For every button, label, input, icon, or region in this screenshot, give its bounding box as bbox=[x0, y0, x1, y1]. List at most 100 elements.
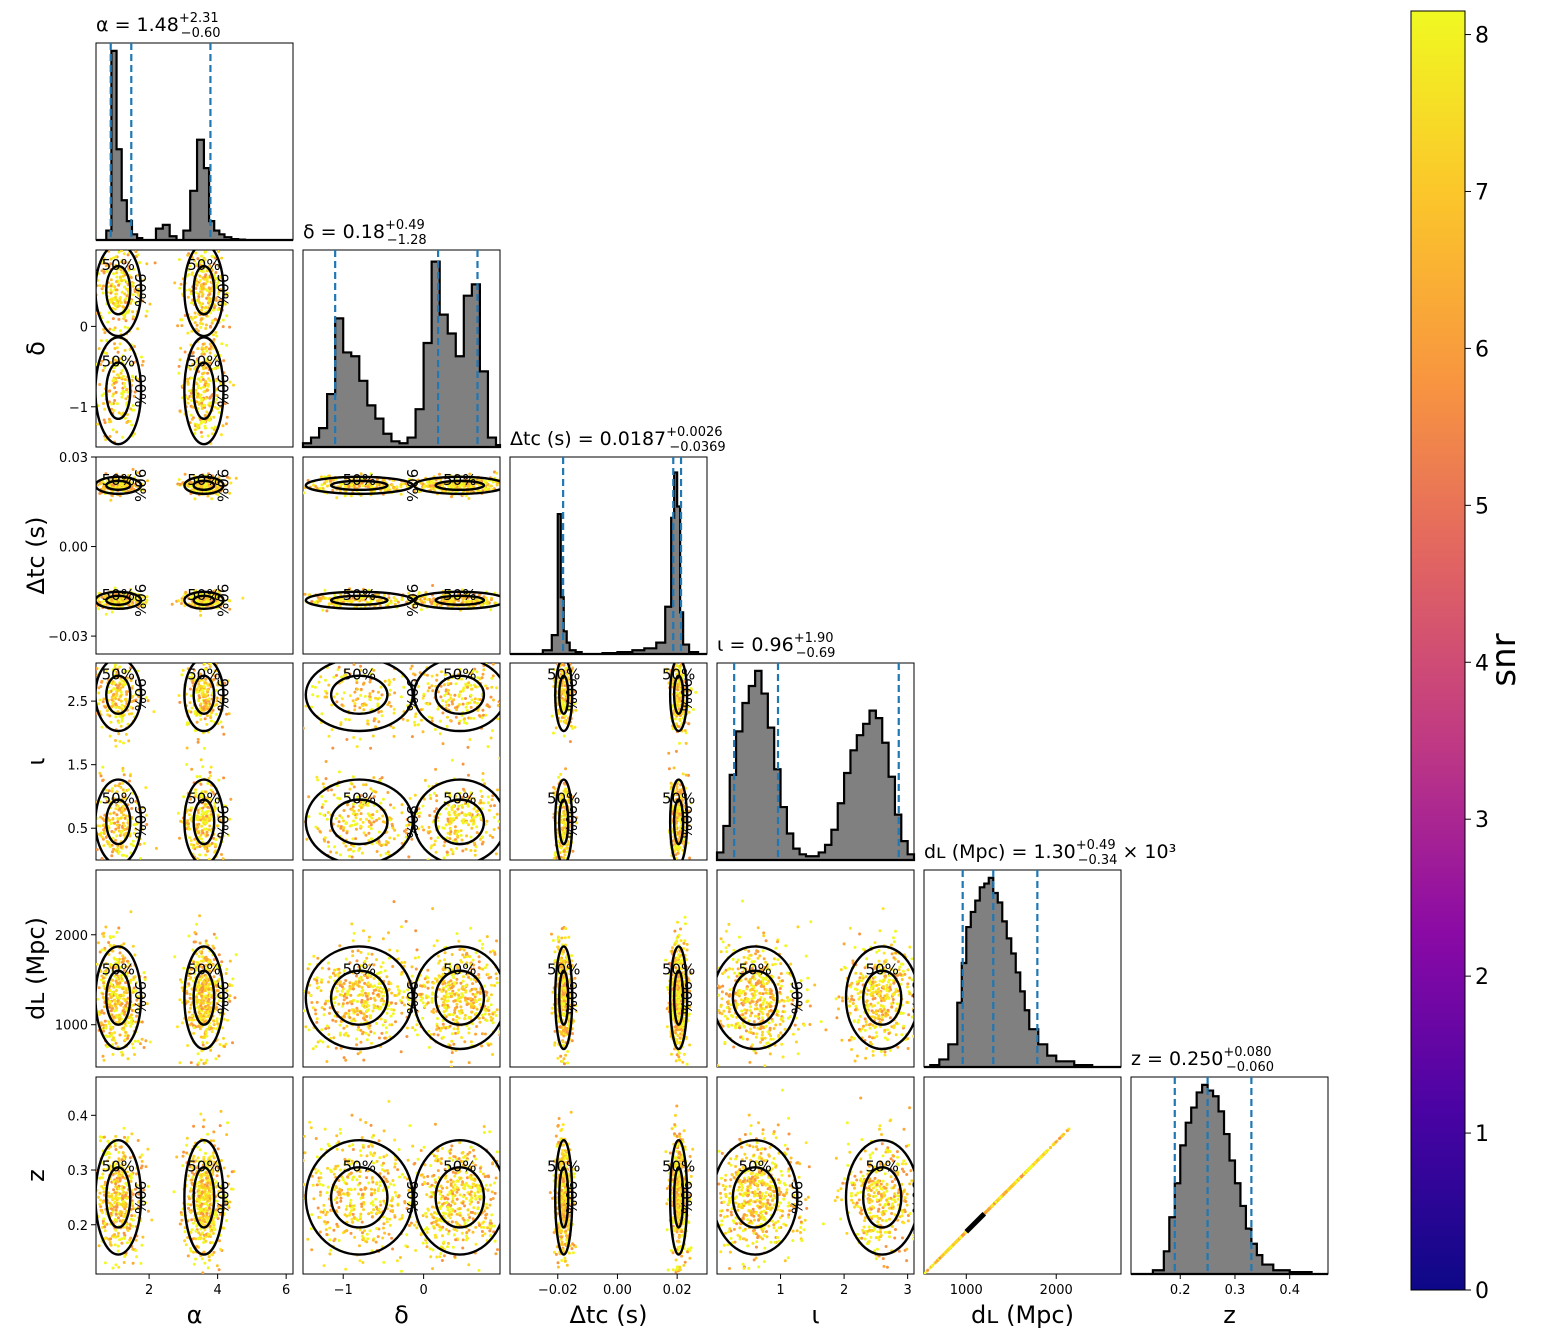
y-axis-label-iota: ι bbox=[22, 757, 50, 765]
contour-label-50: 50% bbox=[443, 961, 476, 979]
scatter-panel-dtc-z: 50% 90% 50% 90% bbox=[509, 1076, 708, 1275]
contours: 50% 90% 50% 90% bbox=[96, 1139, 231, 1256]
contour-label-50: 50% bbox=[343, 471, 376, 489]
contour-label-90: 90% bbox=[677, 981, 695, 1014]
contour-label-90: 90% bbox=[213, 469, 231, 502]
contour-label-50: 50% bbox=[187, 790, 220, 808]
x-axis-label-delta: δ bbox=[394, 1301, 409, 1329]
contours: 50%90%50%90%50%90%50%90% bbox=[96, 469, 231, 617]
contour-label-50: 50% bbox=[102, 353, 135, 371]
colorbar-tick-label: 4 bbox=[1475, 651, 1489, 676]
contour-label-50: 50% bbox=[662, 790, 695, 808]
contour-50 bbox=[329, 674, 389, 716]
hist-panel-dtc: Δtᴄ (s) = 0.0187+0.0026 −0.0369 bbox=[509, 425, 726, 656]
contour-label-90: 90% bbox=[403, 805, 421, 838]
contour-90 bbox=[183, 250, 225, 338]
contour-50 bbox=[434, 969, 486, 1026]
y-tick-label-delta: −1 bbox=[69, 401, 88, 416]
scatter-panel-alpha-dl: 50% 90% 50% 90% bbox=[95, 869, 294, 1068]
contour-label-90: 90% bbox=[677, 678, 695, 711]
contour-label-50: 50% bbox=[187, 666, 220, 684]
contours: 50% 90% 50% 90% bbox=[717, 1139, 926, 1256]
contour-90 bbox=[844, 1139, 914, 1256]
contour-label-50: 50% bbox=[738, 961, 771, 979]
contour-label-90: 90% bbox=[213, 274, 231, 307]
scatter-panel-alpha-dtc: 50%90%50%90%50%90%50%90% bbox=[95, 456, 294, 655]
scatter-panel-alpha-iota: 50%90%50%90%50%90%50%90% bbox=[95, 662, 294, 861]
contour-90 bbox=[412, 778, 500, 860]
contour-label-90: 90% bbox=[213, 981, 231, 1014]
panel-frame bbox=[716, 1076, 915, 1275]
x-tick-label-dtc: 0.02 bbox=[663, 1283, 692, 1298]
y-tick-label-iota: 0.5 bbox=[67, 822, 88, 837]
contour-50 bbox=[861, 969, 903, 1026]
contour-label-90: 90% bbox=[496, 981, 514, 1014]
contour-label-90: 90% bbox=[908, 1181, 926, 1214]
contour-label-90: 90% bbox=[131, 981, 149, 1014]
contour-label-90: 90% bbox=[562, 1181, 580, 1214]
contour-90 bbox=[668, 945, 689, 1051]
contour-label-90: 90% bbox=[496, 678, 514, 711]
contour-90 bbox=[183, 1139, 225, 1256]
contour-label-90: 90% bbox=[131, 374, 149, 407]
contour-label-50: 50% bbox=[187, 586, 220, 604]
contour-90 bbox=[668, 778, 689, 860]
x-axis-label-dl: dʟ (Mpc) bbox=[971, 1301, 1074, 1329]
contour-label-50: 50% bbox=[443, 666, 476, 684]
contours: 50% 90% 50% 90% bbox=[304, 945, 514, 1051]
contour-label-50: 50% bbox=[343, 1157, 376, 1175]
contour-50 bbox=[558, 1166, 570, 1229]
contour-50 bbox=[329, 479, 389, 492]
contour-50 bbox=[672, 1166, 685, 1229]
x-tick-label-delta: −1 bbox=[334, 1283, 353, 1298]
contours: 50% 90% 50% 90% bbox=[304, 1139, 500, 1256]
x-tick-label-dl: 2000 bbox=[1040, 1283, 1073, 1298]
panels-layer: α = 1.48+2.31 −0.60 δ = 0.18+0.49 −1.28 Δtᴄ … bbox=[22, 11, 1329, 1329]
x-tick-label-iota: 3 bbox=[904, 1283, 912, 1298]
contour-label-90: 90% bbox=[403, 981, 421, 1014]
contour-label-90: 90% bbox=[403, 469, 421, 502]
y-tick-label-z: 0.4 bbox=[67, 1109, 88, 1124]
scatter-points bbox=[303, 1099, 499, 1273]
contour-50 bbox=[105, 594, 132, 606]
contour-50 bbox=[329, 969, 389, 1026]
contour-90 bbox=[304, 590, 414, 610]
colorbar-tick-label: 6 bbox=[1475, 337, 1489, 362]
contour-50 bbox=[558, 674, 570, 716]
contour-50 bbox=[558, 798, 570, 846]
hist-panel-iota: ι = 0.96+1.90 −0.69 bbox=[715, 631, 916, 862]
contour-90 bbox=[304, 778, 414, 860]
contour-90 bbox=[96, 250, 143, 338]
contour-90 bbox=[96, 1139, 143, 1256]
contours: 50% 90% 50% 90% bbox=[547, 1139, 695, 1256]
contours: 50% 90% 50% 90% bbox=[547, 945, 695, 1051]
contour-50 bbox=[192, 674, 216, 716]
scatter-panel-dl-z bbox=[923, 1076, 1122, 1275]
contour-90 bbox=[304, 1139, 414, 1256]
x-tick-label-iota: 1 bbox=[776, 1283, 784, 1298]
contour-label-90: 90% bbox=[908, 981, 926, 1014]
contour-label-50: 50% bbox=[547, 961, 580, 979]
y-tick-label-dl: 2000 bbox=[55, 929, 88, 944]
contour-label-50: 50% bbox=[102, 790, 135, 808]
x-axis-label-alpha: α bbox=[187, 1301, 203, 1329]
contours: 50% 90% 50% 90% bbox=[717, 945, 926, 1051]
colorbar-tick-label: 1 bbox=[1475, 1122, 1489, 1147]
x-tick-label-z: 0.2 bbox=[1170, 1283, 1191, 1298]
panel-title-dl: dʟ (Mpc) = 1.30+0.49 −0.34 × 10³ bbox=[924, 838, 1176, 868]
contour-90 bbox=[412, 945, 500, 1051]
y-tick-label-dtc: 0.00 bbox=[59, 541, 88, 556]
contour-90 bbox=[183, 475, 225, 496]
contour-label-90: 90% bbox=[131, 274, 149, 307]
contour-90 bbox=[844, 945, 914, 1051]
x-tick-label-dtc: −0.02 bbox=[538, 1283, 578, 1298]
contour-label-50: 50% bbox=[866, 961, 899, 979]
contour-90 bbox=[96, 475, 143, 496]
y-axis-label-z: z bbox=[22, 1169, 50, 1182]
x-tick-label-z: 0.4 bbox=[1279, 1283, 1300, 1298]
y-tick-label-iota: 1.5 bbox=[67, 759, 88, 774]
contour-label-90: 90% bbox=[213, 678, 231, 711]
contour-label-90: 90% bbox=[787, 981, 805, 1014]
contour-label-90: 90% bbox=[787, 1181, 805, 1214]
contour-50 bbox=[434, 479, 486, 492]
